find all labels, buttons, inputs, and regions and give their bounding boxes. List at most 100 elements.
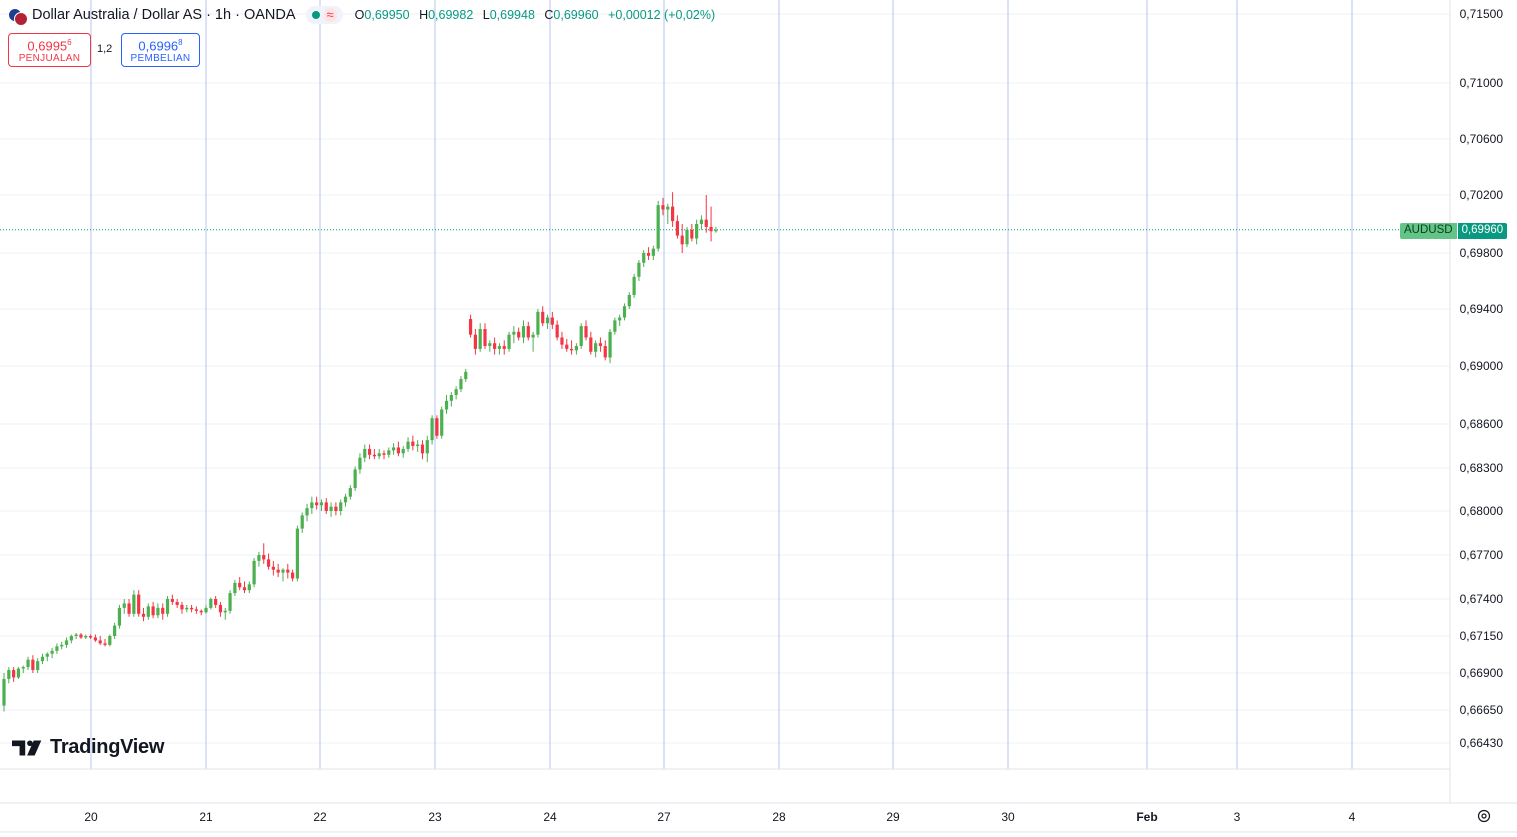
y-tick-label: 0,68600: [1460, 417, 1504, 431]
candle-body: [180, 604, 184, 610]
x-tick-label: 23: [428, 810, 442, 824]
candle-body: [521, 326, 526, 338]
ohlc-change: +0,00012 (+0,02%): [608, 8, 716, 22]
candle-body: [310, 502, 314, 509]
candle-body: [358, 457, 362, 470]
candle-body: [36, 661, 40, 671]
candle-body: [343, 496, 348, 503]
candle-body: [666, 206, 670, 210]
candle-body: [435, 418, 439, 436]
y-tick-label: 0,69400: [1460, 302, 1504, 316]
candle-body: [60, 644, 64, 647]
candle-body: [185, 607, 189, 610]
candle-body: [339, 502, 343, 511]
candle-body: [189, 607, 194, 610]
candle-body: [377, 453, 381, 457]
candle-body: [584, 326, 588, 338]
y-tick-label: 0,67700: [1460, 548, 1504, 562]
ohlc-low-key: L: [482, 8, 490, 22]
x-tick-label: 27: [657, 810, 671, 824]
candle-body: [512, 331, 516, 335]
candle-body: [146, 606, 150, 617]
candle-body: [113, 625, 117, 636]
candle-body: [396, 447, 401, 454]
candle-body: [214, 599, 218, 605]
sell-price-main: 0,6995: [27, 38, 68, 54]
candle-body: [262, 555, 266, 560]
buy-button[interactable]: 0,69968 PEMBELIAN: [121, 33, 200, 67]
candle-body: [656, 205, 660, 249]
x-tick-label: 4: [1349, 810, 1356, 824]
candle-body: [247, 584, 251, 591]
candle-body: [156, 607, 160, 616]
candle-body: [550, 317, 554, 325]
candle-body: [16, 668, 21, 678]
candle-body: [459, 379, 463, 390]
x-tick-label: Feb: [1136, 810, 1157, 824]
candle-body: [141, 613, 146, 617]
candle-body: [98, 640, 102, 644]
candle-body: [579, 326, 583, 347]
last-price-value: 0,69960: [1457, 223, 1508, 239]
market-status-pill[interactable]: ≈: [305, 6, 343, 24]
buy-price-main: 0,6996: [138, 38, 179, 54]
candle-body: [541, 311, 545, 324]
candle-body: [295, 528, 300, 579]
x-tick-label: 21: [199, 810, 213, 824]
candle-body: [526, 326, 530, 338]
candle-body: [618, 317, 622, 321]
y-tick-label: 0,69000: [1460, 359, 1504, 373]
tradingview-logo-text: TradingView: [50, 736, 165, 758]
candle-body: [598, 343, 603, 347]
buy-price-pip: 8: [178, 37, 183, 47]
aud-usd-flag-icon: [8, 6, 28, 26]
settings-gear-icon[interactable]: [1476, 808, 1492, 824]
ohlc-close-value: 0,69960: [553, 8, 599, 22]
market-open-dot-icon: [311, 11, 320, 19]
last-price-symbol: AUDUSD: [1400, 223, 1457, 239]
sell-button[interactable]: 0,69956 PENJUALAN: [8, 33, 91, 67]
candle-body: [497, 346, 502, 349]
candle-body: [574, 346, 578, 351]
candle-body: [348, 488, 352, 497]
x-tick-label: 24: [543, 810, 557, 824]
ohlc-close-key: C: [544, 8, 554, 22]
candle-body: [449, 395, 453, 401]
candle-body: [103, 643, 107, 645]
candle-body: [367, 448, 372, 455]
candle-body: [411, 441, 415, 446]
candle-body: [12, 670, 16, 678]
candle-body: [685, 229, 689, 245]
candle-body: [622, 306, 627, 318]
last-price-tag: AUDUSD 0,69960: [1400, 223, 1508, 239]
candle-body: [569, 348, 574, 351]
candle-body: [454, 389, 458, 395]
x-tick-label: 30: [1001, 810, 1015, 824]
candle-body: [517, 331, 521, 338]
y-tick-label: 0,71500: [1460, 7, 1504, 21]
candle-body: [430, 418, 434, 441]
candle-body: [444, 400, 449, 410]
candle-body: [661, 205, 665, 210]
candle-body: [291, 572, 295, 579]
tradingview-logo[interactable]: TradingView: [12, 736, 164, 759]
candle-body: [194, 609, 198, 611]
candle-body: [651, 248, 655, 256]
wave-icon: ≈: [323, 8, 337, 22]
candle-body: [627, 295, 631, 307]
candle-body: [401, 448, 405, 454]
candle-body: [493, 343, 497, 349]
candle-body: [305, 508, 309, 516]
candle-body: [252, 560, 256, 585]
candle-body: [680, 235, 684, 245]
candle-body: [84, 636, 88, 638]
candle-body: [363, 448, 367, 458]
y-tick-label: 0,66650: [1460, 703, 1504, 717]
candle-body: [536, 311, 540, 335]
symbol-title[interactable]: Dollar Australia / Dollar AS · 1h · OAND…: [32, 7, 296, 23]
candle-body: [108, 636, 112, 645]
candle-body: [353, 469, 357, 489]
candle-body: [406, 441, 410, 449]
candle-body: [565, 344, 569, 349]
